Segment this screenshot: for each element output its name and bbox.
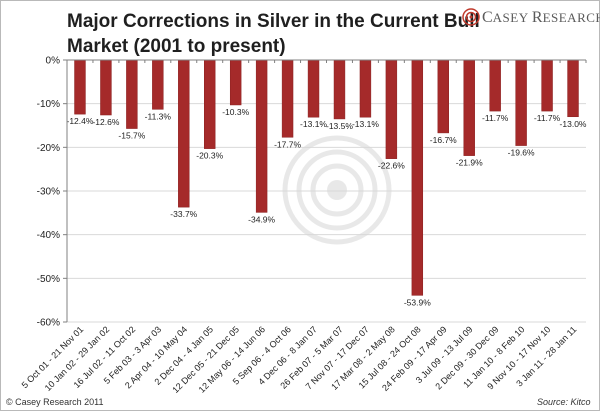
bar bbox=[178, 59, 190, 208]
bar bbox=[359, 59, 372, 118]
data-label: -20.3% bbox=[196, 151, 223, 161]
data-label: -53.9% bbox=[404, 297, 431, 307]
bar bbox=[229, 59, 242, 106]
data-label: -13.1% bbox=[352, 119, 379, 129]
chart-subtitle: Market (2001 to present) bbox=[67, 36, 286, 57]
bar bbox=[333, 59, 346, 120]
bars bbox=[74, 59, 579, 296]
data-label: -22.6% bbox=[378, 161, 405, 171]
data-label: -33.7% bbox=[170, 209, 197, 219]
data-label: -15.7% bbox=[118, 131, 145, 141]
bar bbox=[437, 59, 449, 134]
bar bbox=[255, 59, 268, 213]
data-label: -11.7% bbox=[534, 113, 561, 123]
data-label: -10.3% bbox=[222, 107, 249, 117]
casey-research-logo: CASEY RESEARCH.COM bbox=[462, 8, 600, 26]
data-labels: -12.4% -12.6% -15.7%-11.3% -33.7% -20.3% -10.… bbox=[67, 107, 587, 307]
y-tick-label: 0% bbox=[46, 56, 61, 67]
source-text: Source: Kitco bbox=[537, 397, 591, 407]
y-tick-label: -30% bbox=[37, 187, 60, 198]
bar bbox=[74, 59, 86, 115]
data-label: -13.0% bbox=[560, 119, 587, 129]
bar bbox=[307, 59, 320, 118]
bar bbox=[100, 59, 112, 116]
data-label: -19.6% bbox=[508, 148, 535, 158]
copyright-text: © Casey Research 2011 bbox=[6, 397, 104, 407]
data-label: -13.5% bbox=[326, 121, 353, 131]
y-tick-label: -60% bbox=[37, 318, 60, 329]
data-label: -12.4% bbox=[67, 116, 94, 126]
bar bbox=[152, 59, 164, 110]
data-label: -16.7% bbox=[430, 135, 457, 145]
bar bbox=[541, 59, 553, 112]
y-tick-label: -10% bbox=[37, 99, 60, 110]
bar bbox=[411, 59, 424, 296]
y-tick-label: -40% bbox=[37, 230, 60, 241]
chart-title: Major Corrections in Silver in the Curre… bbox=[67, 11, 480, 32]
target-logo-icon bbox=[462, 8, 480, 26]
bar bbox=[515, 59, 527, 146]
bar bbox=[385, 59, 398, 159]
data-label: -34.9% bbox=[248, 214, 275, 224]
bar bbox=[463, 59, 475, 156]
data-label: -11.7% bbox=[482, 113, 509, 123]
bar bbox=[489, 59, 501, 112]
watermark-target-icon bbox=[282, 135, 392, 245]
bar bbox=[281, 59, 294, 138]
brand-text: CASEY RESEARCH.COM bbox=[482, 9, 600, 26]
bar bbox=[204, 59, 216, 149]
y-tick-label: -20% bbox=[37, 143, 60, 154]
bar bbox=[126, 59, 138, 129]
bar bbox=[567, 59, 579, 118]
data-label: -13.1% bbox=[300, 119, 327, 129]
y-axis-ticks: 0% -10% -20% -30% -40% -50% -60% bbox=[37, 56, 67, 329]
data-label: -17.7% bbox=[274, 139, 301, 149]
data-label: -21.9% bbox=[456, 158, 483, 168]
data-label: -12.6% bbox=[92, 117, 119, 127]
data-label: -11.3% bbox=[145, 111, 172, 121]
y-tick-label: -50% bbox=[37, 274, 60, 285]
